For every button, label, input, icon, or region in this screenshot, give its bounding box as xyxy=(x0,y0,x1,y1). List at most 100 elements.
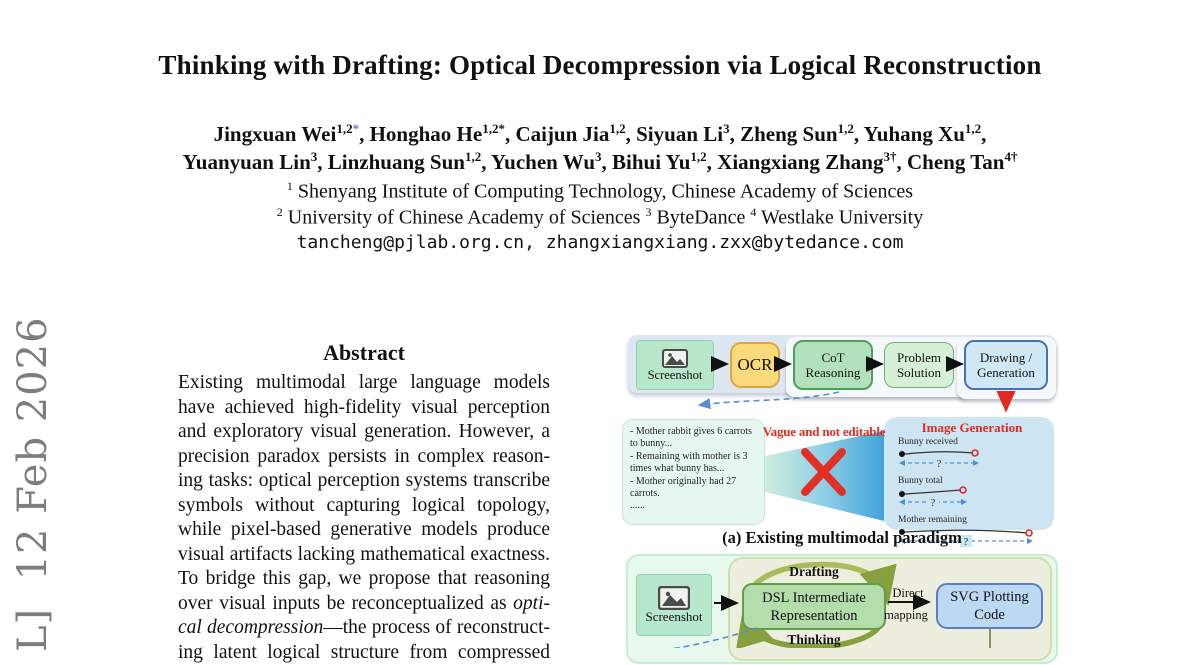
text-segment: —the process of reconstruct- xyxy=(323,617,550,638)
image-generation-title: Image Generation xyxy=(898,420,1046,435)
screenshot-node: Screenshot xyxy=(636,340,714,390)
text-segment: opti- xyxy=(513,593,550,614)
cot-reasoning-node: CoT Reasoning xyxy=(793,340,873,390)
arxiv-watermark: L] 12 Feb 2026 xyxy=(10,316,56,652)
text-segment: 1,2 xyxy=(965,121,981,136)
segment-plot-icon: ? xyxy=(898,486,968,508)
authors-line-2: Yuanyuan Lin3, Linzhuang Sun1,2, Yuchen … xyxy=(60,149,1140,175)
svg-text:?: ? xyxy=(931,498,936,508)
text-segment: , Zheng Sun xyxy=(730,122,838,146)
text-line: ing latent logical structure from compre… xyxy=(178,641,550,665)
plot-label: Bunny total xyxy=(898,476,1046,486)
text-line: ...... xyxy=(630,500,760,512)
text-line: cal decompression—the process of reconst… xyxy=(178,616,550,641)
node-label: Drawing / xyxy=(966,350,1046,365)
text-segment: precision paradox persists in complex re… xyxy=(178,446,550,467)
text-segment: 1,2 xyxy=(465,149,481,164)
direct-mapping-label: Direct xyxy=(883,586,933,601)
node-label: Screenshot xyxy=(637,610,711,624)
text-segment: , Caijun Jia xyxy=(505,122,609,146)
text-line: visual artifacts lacking mathematical ex… xyxy=(178,543,550,568)
text-line: - Mother rabbit gives 6 carrots to bunny… xyxy=(630,426,760,451)
direct-mapping-label: mapping xyxy=(881,608,931,623)
node-label: OCR xyxy=(732,355,778,375)
text-line: precision paradox persists in complex re… xyxy=(178,445,550,470)
text-segment: Westlake University xyxy=(756,207,923,229)
screenshot-image-icon xyxy=(662,349,688,368)
text-segment: University of Chinese Academy of Science… xyxy=(283,207,646,229)
text-segment: 4† xyxy=(1004,149,1017,164)
text-segment: ing tasks: optical perception systems tr… xyxy=(178,470,550,491)
problem-solution-node: Problem Solution xyxy=(884,342,954,388)
screenshot-image-icon xyxy=(658,586,690,610)
text-segment: and exploratory visual generation. Howev… xyxy=(178,421,550,442)
text-segment: To bridge this gap, we propose that reas… xyxy=(178,568,550,589)
text-segment: ing latent logical structure from compre… xyxy=(178,642,550,663)
text-segment: while pixel-based generative models prod… xyxy=(178,519,550,540)
drawing-generation-node: Drawing / Generation xyxy=(964,340,1048,390)
text-line: have achieved high-fidelity visual perce… xyxy=(178,396,550,421)
text-segment: over visual inputs be reconceptualized a… xyxy=(178,593,513,614)
plot-row: Bunny received ? xyxy=(898,435,1046,474)
text-line: Existing multimodal large language model… xyxy=(178,371,550,396)
plot-label: Mother remaining xyxy=(898,515,1046,525)
plot-row: Bunny total ? xyxy=(898,474,1046,513)
text-line: symbols without capturing logical topolo… xyxy=(178,494,550,519)
node-label: Representation xyxy=(744,607,884,625)
text-segment: , Xiangxiang Zhang xyxy=(707,150,884,174)
node-label: SVG Plotting xyxy=(938,588,1041,606)
node-label: Code xyxy=(938,606,1041,624)
red-x-icon xyxy=(805,452,842,492)
text-segment: 1,2 xyxy=(838,121,854,136)
plot-label: Bunny received xyxy=(898,437,1046,447)
text-line: - Mother originally had 27 carrots. xyxy=(630,476,760,501)
text-segment: 1,2 xyxy=(609,121,625,136)
text-segment: , Cheng Tan xyxy=(896,150,1004,174)
text-segment: , Linzhuang Sun xyxy=(317,150,465,174)
text-segment: , xyxy=(981,122,986,146)
authors-line-1: Jingxuan Wei1,2*, Honghao He1,2*, Caijun… xyxy=(60,121,1140,147)
text-segment: visual artifacts lacking mathematical ex… xyxy=(178,544,550,565)
text-segment: , Yuhang Xu xyxy=(854,122,965,146)
text-segment: , Siyuan Li xyxy=(626,122,723,146)
text-segment: Yuanyuan Lin xyxy=(183,150,311,174)
text-segment: Jingxuan Wei xyxy=(214,122,337,146)
text-line: over visual inputs be reconceptualized a… xyxy=(178,592,550,617)
text-line: while pixel-based generative models prod… xyxy=(178,518,550,543)
affiliation-line-2: 2 University of Chinese Academy of Scien… xyxy=(100,205,1100,230)
text-line: - Remaining with mother is 3 times what … xyxy=(630,451,760,476)
text-segment: ByteDance xyxy=(651,207,750,229)
page-title: Thinking with Drafting: Optical Decompre… xyxy=(100,50,1100,81)
svg-text:?: ? xyxy=(937,459,942,469)
panel-a-caption: (a) Existing multimodal paradigm xyxy=(628,528,1056,548)
screenshot-node-b: Screenshot xyxy=(636,574,712,636)
ocr-node: OCR xyxy=(730,342,780,388)
image-generation-panel: Image Generation Bunny received ? Bunny … xyxy=(884,417,1054,530)
abstract-heading: Abstract xyxy=(178,340,550,366)
ocr-text-note: - Mother rabbit gives 6 carrots to bunny… xyxy=(622,419,765,525)
author-emails: tancheng@pjlab.org.cn, zhangxiangxiang.z… xyxy=(100,232,1100,253)
warning-text: Vague and not editable xyxy=(760,424,888,440)
drafting-label: Drafting xyxy=(774,564,854,580)
text-segment: , Bihui Yu xyxy=(602,150,691,174)
text-segment: , Honghao He xyxy=(359,122,482,146)
affiliation-line-1: 1 Shenyang Institute of Computing Techno… xyxy=(100,179,1100,204)
text-segment: symbols without capturing logical topolo… xyxy=(178,495,550,516)
node-label: Generation xyxy=(966,365,1046,380)
text-segment: 1,2 xyxy=(690,149,706,164)
node-label: Problem xyxy=(885,350,953,365)
text-line: To bridge this gap, we propose that reas… xyxy=(178,567,550,592)
text-segment: Shenyang Institute of Computing Technolo… xyxy=(293,181,913,203)
text-segment: cal decompression xyxy=(178,617,323,638)
text-segment: 1,2* xyxy=(482,121,505,136)
text-segment: 1,2 xyxy=(336,121,352,136)
text-line: ing tasks: optical perception systems tr… xyxy=(178,469,550,494)
node-label: Reasoning xyxy=(795,365,871,380)
segment-plot-icon: ? xyxy=(898,447,980,469)
text-segment: 3† xyxy=(883,149,896,164)
projection-beam xyxy=(765,431,884,521)
node-label: Solution xyxy=(885,365,953,380)
abstract-body: Existing multimodal large language model… xyxy=(178,371,550,665)
svg-plotting-code-node: SVG Plotting Code xyxy=(936,583,1043,629)
text-segment: Existing multimodal large language model… xyxy=(178,372,550,393)
